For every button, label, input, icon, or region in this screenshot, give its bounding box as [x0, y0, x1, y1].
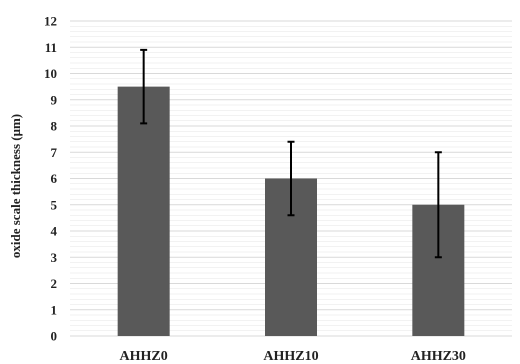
- y-tick-label: 11: [45, 40, 57, 55]
- error-bar-ahhz0: [140, 48, 148, 125]
- y-tick-label: 10: [44, 66, 57, 81]
- error-bars: [140, 48, 442, 259]
- y-tick-label: 1: [51, 302, 58, 317]
- y-axis-title: oxide scale thickness (μm): [8, 114, 23, 258]
- bar-ahhz0: [117, 86, 170, 336]
- error-bar-ahhz30: [434, 151, 442, 259]
- y-tick-label: 0: [51, 329, 58, 344]
- y-tick-label: 9: [51, 92, 58, 107]
- y-tick-label: 2: [51, 276, 58, 291]
- y-tick-label: 5: [51, 197, 58, 212]
- x-axis-categories: AHHZ0 AHHZ10 AHHZ30: [120, 349, 466, 364]
- y-tick-label: 4: [51, 224, 58, 239]
- x-category-label: AHHZ10: [263, 349, 318, 364]
- y-tick-label: 6: [51, 171, 58, 186]
- y-tick-label: 8: [51, 119, 58, 134]
- y-tick-label: 7: [51, 145, 58, 160]
- y-tick-label: 3: [51, 250, 58, 265]
- x-category-label: AHHZ30: [411, 349, 466, 364]
- error-bar-ahhz10: [287, 140, 295, 217]
- x-category-label: AHHZ0: [120, 349, 168, 364]
- y-tick-label: 12: [44, 14, 57, 29]
